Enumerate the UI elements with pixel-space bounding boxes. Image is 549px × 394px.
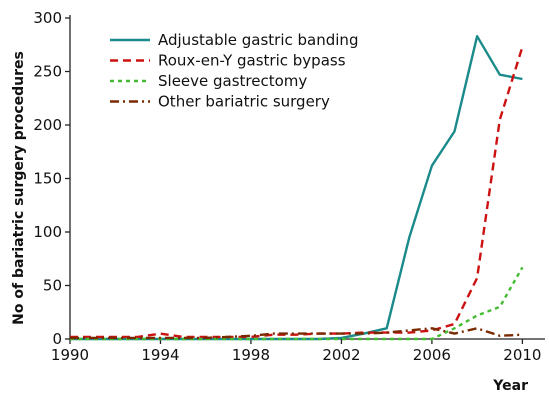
x-tick-label-1998: 1998 <box>232 346 270 364</box>
y-tick-label-150: 150 <box>33 170 62 188</box>
y-tick-label-100: 100 <box>33 223 62 241</box>
x-tick-label-1994: 1994 <box>141 346 179 364</box>
x-tick-label-2006: 2006 <box>413 346 451 364</box>
legend: Adjustable gastric banding Roux-en-Y gast… <box>110 31 358 111</box>
legend-label-roux-en-y-gastric-bypass: Roux-en-Y gastric bypass <box>158 52 346 70</box>
y-axis-title: No of bariatric surgery procedures <box>11 51 27 325</box>
x-tick-label-2010: 2010 <box>503 346 541 364</box>
series-line-roux-en-y-gastric-bypass <box>70 46 524 339</box>
y-axis-title-group: No of bariatric surgery procedures <box>11 51 27 325</box>
x-axis-title: Year <box>492 378 528 394</box>
y-tick-label-50: 50 <box>43 277 62 295</box>
legend-label-other-bariatric-surgery: Other bariatric surgery <box>158 93 330 111</box>
x-tick-label-2002: 2002 <box>322 346 360 364</box>
x-tick-label-1990: 1990 <box>51 346 89 364</box>
y-tick-label-250: 250 <box>33 63 62 81</box>
series-line-sleeve-gastrectomy <box>70 266 524 341</box>
series-points-roux-en-y-gastric-bypass <box>70 47 522 337</box>
y-tick-label-200: 200 <box>33 116 62 134</box>
y-tick-label-300: 300 <box>33 9 62 27</box>
plot-area: 0 50 100 150 200 250 300 1990 1994 1998 2002 2006 20… <box>33 9 545 364</box>
legend-label-adjustable-gastric-banding: Adjustable gastric banding <box>158 31 358 49</box>
y-tick-label-0: 0 <box>52 330 62 348</box>
legend-label-sleeve-gastrectomy: Sleeve gastrectomy <box>158 72 307 90</box>
